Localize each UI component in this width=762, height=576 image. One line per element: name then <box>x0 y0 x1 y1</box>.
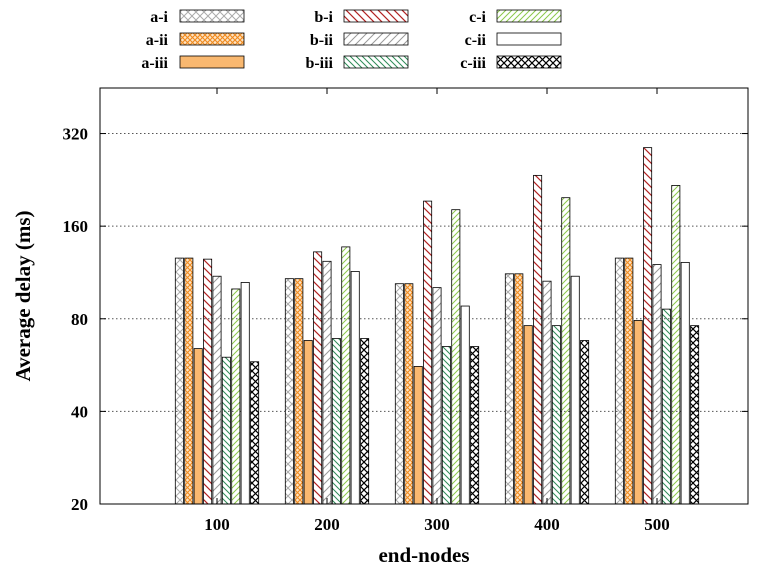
y-tick-label: 80 <box>71 310 88 329</box>
bar-a-iii-200 <box>303 340 313 505</box>
bar-a-ii-200 <box>294 278 304 505</box>
bar-b-ii-300 <box>432 287 442 505</box>
bar-b-i-400 <box>533 174 543 505</box>
bar-b-iii-300 <box>441 346 451 505</box>
bar-a-i-300 <box>394 283 404 505</box>
bar-b-ii-200 <box>322 260 332 505</box>
legend-swatch-a-iii <box>179 55 245 69</box>
bar-c-ii-300 <box>460 305 470 505</box>
legend-swatch-b-iii <box>343 55 409 69</box>
legend-label-b-ii: b-ii <box>310 32 334 49</box>
bar-b-iii-500 <box>661 308 671 505</box>
legend: a-i a-ii a-iii b-i b-ii b-iii c-i c-ii c-iii <box>141 9 562 72</box>
legend-label-c-ii: c-ii <box>465 32 487 49</box>
legend-swatch-c-iii <box>496 55 562 69</box>
y-axis-title: Average delay (ms) <box>11 210 35 381</box>
bar-c-ii-500 <box>680 261 690 505</box>
bar-a-i-200 <box>284 278 294 505</box>
bar-a-i-400 <box>504 273 514 505</box>
y-tick-label: 320 <box>63 125 89 144</box>
bar-b-iii-100 <box>221 356 231 505</box>
bar-c-i-200 <box>341 246 351 505</box>
legend-label-b-i: b-i <box>314 9 333 26</box>
bar-b-ii-400 <box>542 280 552 505</box>
bar-c-i-500 <box>671 185 681 505</box>
bar-c-i-300 <box>451 209 461 505</box>
bar-c-iii-400 <box>580 340 590 505</box>
bar-a-iii-500 <box>633 320 643 505</box>
bar-c-i-100 <box>231 288 241 505</box>
x-axis-title: end-nodes <box>378 543 469 567</box>
bar-b-iii-200 <box>331 338 341 505</box>
bars <box>174 147 700 505</box>
bar-c-ii-400 <box>570 275 580 505</box>
x-tick-label: 200 <box>314 515 340 534</box>
legend-swatch-c-i <box>496 9 562 23</box>
legend-swatch-b-i <box>343 9 409 23</box>
x-tick-label: 300 <box>424 515 450 534</box>
bar-c-ii-200 <box>350 271 360 505</box>
x-tick-label: 400 <box>534 515 560 534</box>
bar-a-ii-500 <box>624 257 634 505</box>
legend-label-a-iii: a-iii <box>141 55 168 72</box>
bar-c-ii-100 <box>240 282 250 505</box>
legend-label-c-iii: c-iii <box>460 55 486 72</box>
x-tick-label: 500 <box>644 515 670 534</box>
legend-label-a-ii: a-ii <box>146 32 169 49</box>
bar-c-iii-300 <box>470 346 480 505</box>
bar-a-ii-300 <box>404 283 414 505</box>
y-tick-label: 20 <box>71 495 88 514</box>
bar-a-i-500 <box>614 257 624 505</box>
y-tick-label: 40 <box>71 402 88 421</box>
legend-label-b-iii: b-iii <box>305 55 333 72</box>
bar-b-iii-400 <box>551 325 561 505</box>
bar-b-ii-500 <box>652 264 662 505</box>
legend-label-a-i: a-i <box>150 9 168 26</box>
bar-b-i-200 <box>313 251 323 505</box>
legend-swatch-b-ii <box>343 32 409 46</box>
bar-c-i-400 <box>561 197 571 505</box>
bar-a-iii-100 <box>193 348 203 505</box>
plot-frame <box>99 87 749 505</box>
x-tick-label: 100 <box>204 515 230 534</box>
bar-a-iii-300 <box>413 366 423 505</box>
bar-c-iii-500 <box>690 325 700 505</box>
bar-c-iii-200 <box>360 338 370 505</box>
legend-label-c-i: c-i <box>469 9 486 26</box>
bar-b-ii-100 <box>212 275 222 505</box>
y-tick-label: 160 <box>63 217 89 236</box>
x-axis-ticks: 100 200 300 400 500 <box>204 88 670 534</box>
legend-swatch-a-ii <box>179 32 245 46</box>
bar-b-i-500 <box>643 147 653 505</box>
bar-a-iii-400 <box>523 325 533 505</box>
bar-a-ii-400 <box>514 273 524 505</box>
bar-c-iii-100 <box>250 361 260 505</box>
legend-swatch-a-i <box>179 9 245 23</box>
bar-a-i-100 <box>174 257 184 505</box>
bar-b-i-300 <box>423 200 433 505</box>
legend-swatch-c-ii <box>496 32 562 46</box>
bar-a-ii-100 <box>184 257 194 505</box>
bar-b-i-100 <box>203 258 213 505</box>
y-axis-ticks: 20 40 80 160 320 <box>63 125 748 514</box>
